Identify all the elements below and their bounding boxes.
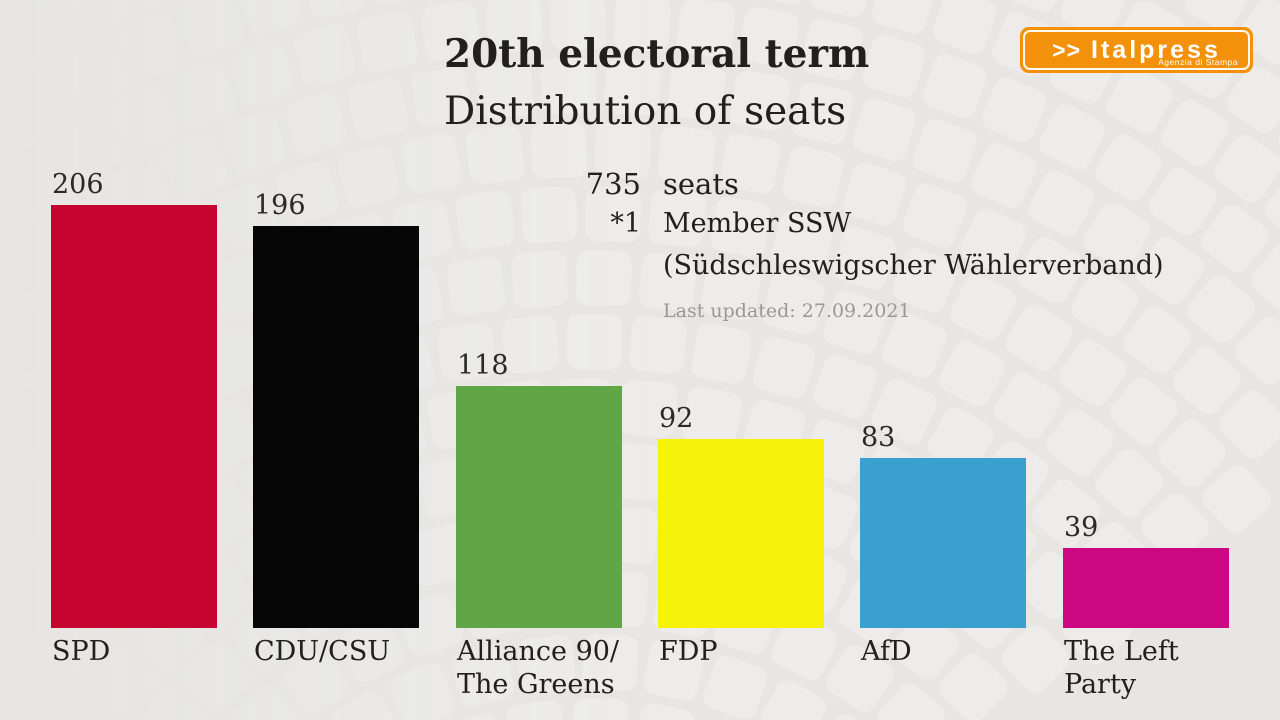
italpress-logo: >> Italpress Agenzia di Stampa bbox=[1020, 27, 1253, 73]
total-seats-value: 735 bbox=[585, 167, 641, 201]
note-marker: *1 bbox=[610, 208, 641, 239]
bar-category-label-line: CDU/CSU bbox=[254, 636, 391, 667]
ssw-note-row: *1 Member SSW bbox=[583, 204, 1164, 244]
bar-category-label-line: SPD bbox=[52, 636, 111, 667]
bar-value-label: 92 bbox=[659, 403, 694, 434]
bar bbox=[658, 439, 824, 628]
note-text: Member SSW bbox=[663, 208, 852, 239]
bar-category-label-line: The Left bbox=[1064, 636, 1179, 667]
total-seats-row: 735 seats bbox=[583, 164, 1164, 204]
bar-category-label-line: FDP bbox=[659, 636, 718, 667]
chart-subtitle: Distribution of seats bbox=[444, 89, 847, 134]
bar-value-label: 39 bbox=[1064, 512, 1099, 543]
bar-category-label: SPD bbox=[52, 635, 110, 668]
bar-category-label-line: Party bbox=[1064, 669, 1137, 700]
bar-category-label: CDU/CSU bbox=[254, 635, 390, 668]
bar-value-label: 118 bbox=[457, 350, 509, 381]
ssw-detail-row: (Südschleswigscher Wählerverband) bbox=[583, 244, 1164, 288]
logo-chevrons-icon: >> bbox=[1052, 36, 1082, 63]
bar bbox=[456, 386, 622, 628]
bar-category-label: Alliance 90/The Greens bbox=[457, 635, 619, 701]
logo-tagline: Agenzia di Stampa bbox=[1158, 57, 1238, 67]
chart-header: 20th electoral term Distribution of seat… bbox=[444, 26, 869, 140]
bar-value-label: 83 bbox=[861, 422, 896, 453]
bar-category-label-line: The Greens bbox=[457, 669, 615, 700]
bar-value-label: 206 bbox=[52, 169, 104, 200]
bar bbox=[51, 205, 217, 628]
bar bbox=[860, 458, 1026, 628]
bar-category-label: The Left Party bbox=[1064, 635, 1179, 701]
note-detail: (Südschleswigscher Wählerverband) bbox=[663, 250, 1164, 281]
bar-value-label: 196 bbox=[254, 190, 306, 221]
bar-category-label: AfD bbox=[861, 635, 912, 668]
logo-wordmark: Italpress bbox=[1091, 35, 1221, 64]
total-seats-label: seats bbox=[663, 167, 739, 201]
bar-category-label-line: AfD bbox=[861, 636, 912, 667]
seats-info-block: 735 seats *1 Member SSW (Südschleswigsch… bbox=[583, 164, 1164, 326]
last-updated-row: Last updated: 27.09.2021 bbox=[583, 288, 1164, 326]
italpress-logo-frame: >> Italpress Agenzia di Stampa bbox=[1023, 30, 1250, 70]
bar-category-label-line: Alliance 90/ bbox=[457, 636, 620, 667]
bar bbox=[1063, 548, 1229, 628]
last-updated-text: Last updated: 27.09.2021 bbox=[663, 300, 911, 322]
chart-title: 20th electoral term bbox=[444, 31, 870, 77]
bar bbox=[253, 226, 419, 628]
bar-category-label: FDP bbox=[659, 635, 718, 668]
